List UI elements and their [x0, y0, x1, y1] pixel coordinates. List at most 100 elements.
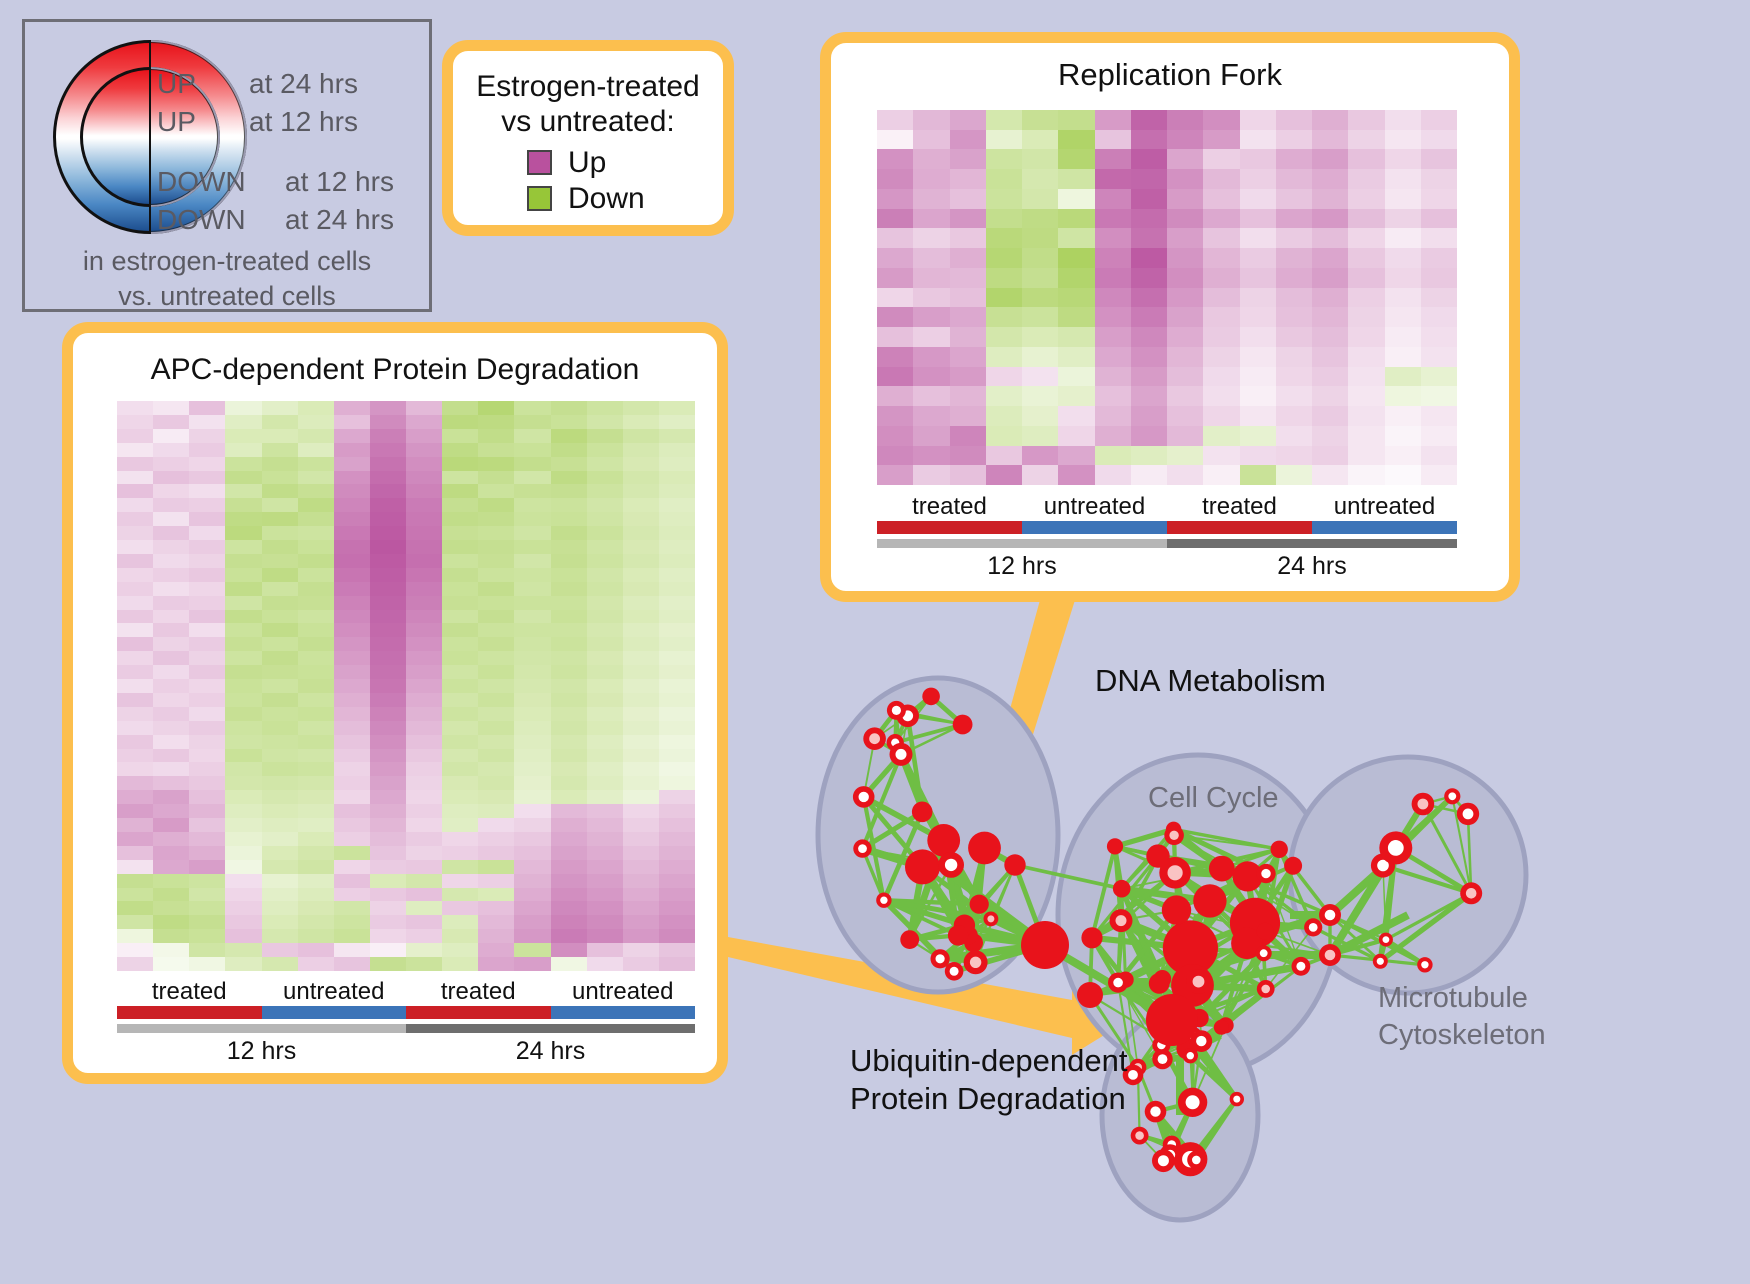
heatmap-cell: [985, 228, 1022, 249]
network-node[interactable]: [1291, 956, 1311, 976]
heatmap-cell: [550, 929, 587, 944]
network-node[interactable]: [911, 801, 933, 823]
network-node[interactable]: [1231, 927, 1263, 960]
heatmap-cell: [1312, 445, 1349, 466]
network-node[interactable]: [969, 894, 989, 914]
network-node[interactable]: [944, 962, 964, 981]
network-node[interactable]: [1190, 1030, 1213, 1052]
network-node[interactable]: [1417, 957, 1433, 973]
network-node[interactable]: [947, 925, 969, 946]
heatmap-cell: [189, 887, 226, 902]
network-node[interactable]: [1208, 855, 1235, 882]
network-node[interactable]: [963, 950, 988, 975]
network-node[interactable]: [1411, 792, 1435, 816]
network-node[interactable]: [863, 727, 886, 750]
network-node[interactable]: [1304, 918, 1323, 937]
heatmap-cell: [1058, 307, 1095, 328]
network-node[interactable]: [1159, 857, 1191, 889]
network-node[interactable]: [1122, 1064, 1144, 1086]
network-node[interactable]: [1256, 980, 1275, 998]
network-node[interactable]: [1182, 1048, 1198, 1064]
network-node[interactable]: [1161, 895, 1192, 925]
heatmap-cell: [478, 470, 515, 485]
network-node[interactable]: [853, 839, 872, 858]
network-node[interactable]: [938, 852, 964, 878]
network-node[interactable]: [1379, 831, 1413, 865]
heatmap-cell: [586, 762, 623, 777]
network-node[interactable]: [952, 714, 973, 735]
heatmap-cell: [225, 637, 262, 652]
heatmap-cell: [225, 581, 262, 596]
network-node[interactable]: [1109, 909, 1133, 933]
heatmap-cell: [225, 679, 262, 693]
network-node[interactable]: [927, 824, 961, 857]
node-circle: [1193, 884, 1227, 918]
network-node[interactable]: [930, 949, 950, 969]
network-node[interactable]: [1284, 856, 1303, 875]
heatmap-cell: [117, 526, 154, 541]
network-node[interactable]: [1444, 788, 1461, 805]
network-node[interactable]: [1319, 944, 1341, 966]
network-node[interactable]: [1213, 1019, 1229, 1035]
network-node[interactable]: [1232, 861, 1263, 892]
heatmap-cell: [297, 845, 334, 860]
network-node[interactable]: [922, 687, 940, 706]
network-node[interactable]: [1319, 904, 1341, 926]
network-node[interactable]: [1378, 932, 1393, 947]
heatmap-cell: [1058, 169, 1095, 189]
heatmap-cell: [514, 651, 551, 666]
network-node[interactable]: [1081, 927, 1103, 949]
network-node[interactable]: [1460, 882, 1483, 905]
heatmap-cell: [297, 498, 334, 513]
heatmap-cell: [117, 581, 154, 596]
network-node[interactable]: [1255, 945, 1272, 962]
network-node[interactable]: [905, 849, 940, 885]
network-node[interactable]: [1456, 802, 1480, 826]
network-node[interactable]: [1186, 969, 1211, 994]
node-inner-circle: [1324, 949, 1336, 961]
heatmap-cell: [550, 790, 587, 805]
heatmap-cell: [985, 169, 1022, 189]
network-node[interactable]: [852, 786, 875, 808]
heatmap-cell: [1022, 445, 1059, 466]
network-node[interactable]: [1108, 972, 1129, 993]
network-node[interactable]: [968, 831, 1001, 865]
network-node[interactable]: [1148, 973, 1170, 994]
network-node[interactable]: [1106, 838, 1124, 855]
network-node[interactable]: [1372, 953, 1388, 969]
network-node[interactable]: [1152, 1149, 1175, 1173]
network-node[interactable]: [876, 892, 892, 908]
network-node[interactable]: [1229, 1091, 1244, 1107]
heatmap-cell: [225, 929, 262, 944]
network-node[interactable]: [1164, 825, 1184, 846]
heatmap-cell: [333, 762, 370, 777]
heatmap-cell: [877, 425, 914, 446]
heatmap-cell: [1312, 386, 1349, 407]
network-node[interactable]: [1256, 922, 1274, 940]
network-node[interactable]: [900, 930, 920, 949]
network-node[interactable]: [1270, 840, 1288, 858]
network-node[interactable]: [886, 700, 906, 720]
network-node[interactable]: [1004, 854, 1026, 876]
heatmap-cell: [658, 762, 695, 777]
heatmap-cell: [1094, 346, 1131, 367]
network-node[interactable]: [1177, 1087, 1208, 1117]
network-node[interactable]: [1146, 994, 1198, 1046]
network-node[interactable]: [1021, 921, 1069, 969]
network-node[interactable]: [1144, 1100, 1167, 1123]
network-node[interactable]: [1256, 863, 1276, 884]
network-node[interactable]: [1187, 1150, 1206, 1169]
network-node[interactable]: [1112, 879, 1131, 898]
network-node[interactable]: [1193, 884, 1227, 918]
network-node[interactable]: [1077, 982, 1103, 1008]
heatmap-cell: [1348, 248, 1385, 268]
network-node[interactable]: [1152, 1048, 1173, 1070]
network-node[interactable]: [1162, 920, 1218, 976]
heatmap-cell: [478, 581, 515, 596]
network-node[interactable]: [983, 911, 999, 927]
network-node[interactable]: [1130, 1126, 1149, 1145]
heatmap-cell: [949, 129, 986, 150]
heatmap-cell: [550, 943, 587, 958]
heatmap-cell: [406, 401, 443, 415]
network-node[interactable]: [889, 742, 913, 766]
